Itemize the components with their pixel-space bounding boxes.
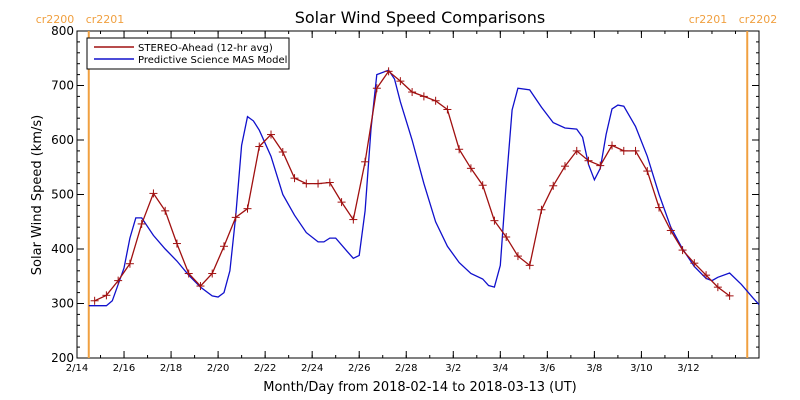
stereo-ahead-point: [102, 291, 111, 300]
mas-model-line: [88, 69, 760, 307]
x-tick-label: 2/26: [348, 363, 370, 374]
stereo-ahead-point: [702, 271, 711, 280]
stereo-ahead-point: [502, 233, 511, 242]
stereo-ahead-point: [431, 96, 440, 105]
stereo-ahead-point: [384, 67, 393, 76]
y-tick-label: 200: [51, 351, 74, 365]
x-tick-label: 2/22: [254, 363, 276, 374]
stereo-ahead-point: [90, 296, 99, 305]
x-tick-label: 3/10: [630, 363, 652, 374]
x-tick-label: 3/2: [445, 363, 461, 374]
y-tick-label: 500: [51, 188, 74, 202]
stereo-ahead-point: [572, 146, 581, 155]
legend-label-mas-model: Predictive Science MAS Model: [138, 55, 287, 66]
stereo-ahead-point: [690, 259, 699, 268]
stereo-ahead-point: [208, 269, 217, 278]
stereo-ahead-point: [443, 105, 452, 114]
legend-label-stereo: STEREO-Ahead (12-hr avg): [138, 43, 273, 54]
stereo-ahead-point: [219, 242, 228, 251]
stereo-ahead-point: [290, 174, 299, 183]
x-tick-label: 2/18: [160, 363, 182, 374]
stereo-ahead-point: [713, 283, 722, 292]
stereo-ahead-point: [513, 252, 522, 261]
y-tick-label: 300: [51, 297, 74, 311]
stereo-ahead-point: [267, 130, 276, 139]
stereo-ahead-point: [419, 92, 428, 101]
stereo-ahead-point: [666, 226, 675, 235]
stereo-ahead-point: [678, 246, 687, 255]
stereo-ahead-point: [549, 181, 558, 190]
stereo-ahead-point: [537, 205, 546, 214]
chart-title: Solar Wind Speed Comparisons: [295, 8, 546, 27]
stereo-ahead-point: [337, 198, 346, 207]
stereo-ahead-point: [466, 164, 475, 173]
stereo-ahead-point: [114, 276, 123, 285]
x-axis-ticks: 2/14 2/16 2/18 2/20 2/22 2/24 2/26 2/28 3/2 3/4 3/…: [66, 31, 760, 374]
x-tick-label: 2/16: [113, 363, 135, 374]
stereo-ahead-point: [137, 219, 146, 228]
legend-box: [86, 37, 290, 70]
stereo-ahead-point: [302, 179, 311, 188]
stereo-ahead-point: [372, 84, 381, 93]
stereo-ahead-point: [643, 167, 652, 176]
stereo-ahead-point: [149, 189, 158, 198]
x-axis-label: Month/Day from 2018-02-14 to 2018-03-13 …: [263, 380, 576, 395]
stereo-ahead-point: [325, 178, 334, 187]
carrington-markers: cr2200 cr2201 cr2201 cr2202: [36, 13, 778, 358]
stereo-ahead-point: [184, 269, 193, 278]
stereo-ahead-point: [619, 146, 628, 155]
stereo-ahead-point: [560, 162, 569, 171]
y-tick-label: 800: [51, 24, 74, 38]
stereo-ahead-point: [243, 204, 252, 213]
y-axis-ticks: 200 300 400 500 600 700 800: [51, 24, 759, 365]
stereo-ahead-point: [278, 147, 287, 156]
carrington-label-after: cr2201: [86, 13, 125, 26]
carrington-label-before: cr2200: [36, 13, 75, 26]
y-tick-label: 700: [51, 79, 74, 93]
stereo-ahead-point: [655, 203, 664, 212]
stereo-ahead-point: [361, 157, 370, 166]
x-tick-label: 3/12: [677, 363, 699, 374]
stereo-ahead-point: [255, 142, 264, 151]
stereo-ahead-point: [161, 206, 170, 215]
stereo-ahead-point: [314, 179, 323, 188]
stereo-ahead-point: [490, 216, 499, 225]
x-tick-label: 3/8: [586, 363, 602, 374]
stereo-ahead-point: [231, 213, 240, 222]
legend: STEREO-Ahead (12-hr avg) Predictive Scie…: [86, 37, 290, 70]
series-layer: [88, 67, 760, 307]
carrington-label-before: cr2201: [689, 13, 728, 26]
stereo-ahead-point: [455, 145, 464, 154]
x-tick-label: 2/20: [207, 363, 229, 374]
y-axis-label: Solar Wind Speed (km/s): [30, 115, 45, 275]
x-tick-label: 3/6: [539, 363, 555, 374]
plot-frame: [76, 30, 760, 359]
stereo-ahead-point: [584, 156, 593, 165]
y-tick-label: 600: [51, 133, 74, 147]
stereo-ahead-point: [478, 181, 487, 190]
stereo-ahead-line: [94, 70, 730, 302]
x-tick-label: 3/4: [492, 363, 508, 374]
stereo-ahead-point: [196, 282, 205, 291]
stereo-ahead-point: [631, 146, 640, 155]
y-tick-label: 400: [51, 242, 74, 256]
x-tick-label: 2/24: [301, 363, 323, 374]
stereo-ahead-point: [172, 239, 181, 248]
stereo-ahead-point: [396, 77, 405, 86]
stereo-ahead-point: [525, 261, 534, 270]
x-tick-label: 2/28: [395, 363, 417, 374]
stereo-ahead-point: [408, 88, 417, 97]
stereo-ahead-point: [125, 259, 134, 268]
stereo-ahead-point: [596, 161, 605, 170]
carrington-label-after: cr2202: [739, 13, 778, 26]
stereo-ahead-point: [349, 215, 358, 224]
x-tick-label: 2/14: [66, 363, 88, 374]
stereo-ahead-point: [725, 291, 734, 300]
stereo-ahead-point: [608, 141, 617, 150]
